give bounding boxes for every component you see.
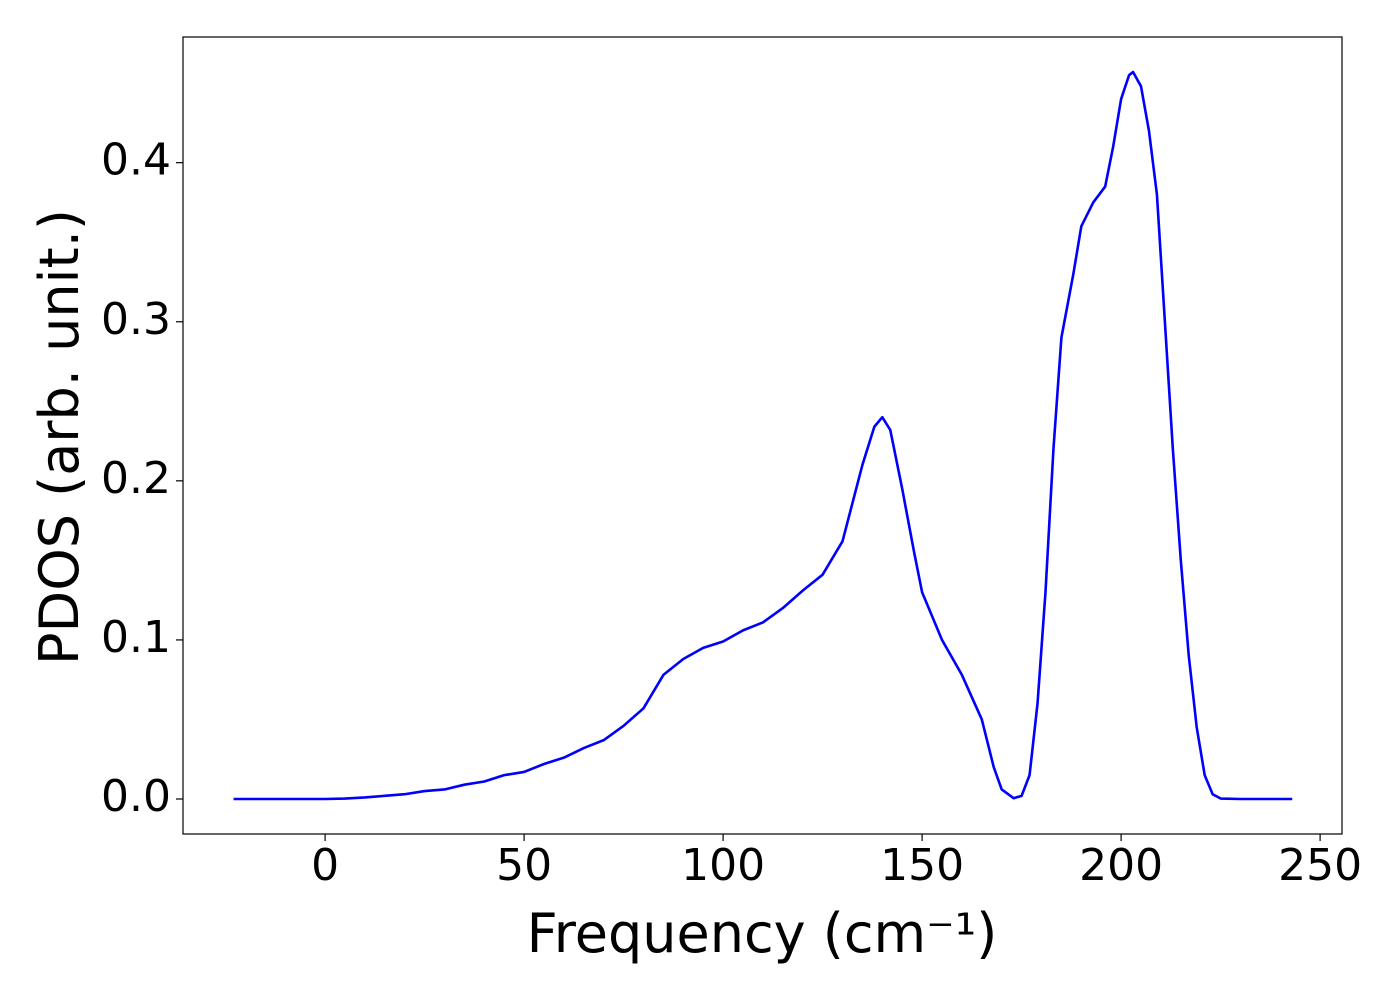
y-tick-label: 0.3 xyxy=(101,294,171,345)
plot-frame xyxy=(182,36,1343,835)
x-tick-label: 0 xyxy=(311,840,339,891)
y-tick-label: 0.2 xyxy=(101,453,171,504)
x-tick-label: 50 xyxy=(496,840,552,891)
x-tick-label: 150 xyxy=(880,840,964,891)
y-tick-label: 0.4 xyxy=(101,135,171,186)
x-tick-label: 200 xyxy=(1079,840,1163,891)
x-tick-label: 100 xyxy=(681,840,765,891)
y-tick-label: 0.1 xyxy=(101,612,171,663)
y-tick-label: 0.0 xyxy=(101,771,171,822)
x-tick-label: 250 xyxy=(1278,840,1362,891)
y-axis-label: PDOS (arb. unit.) xyxy=(28,209,91,665)
data-line xyxy=(233,70,1293,801)
x-axis-label: Frequency (cm⁻¹) xyxy=(527,902,998,965)
